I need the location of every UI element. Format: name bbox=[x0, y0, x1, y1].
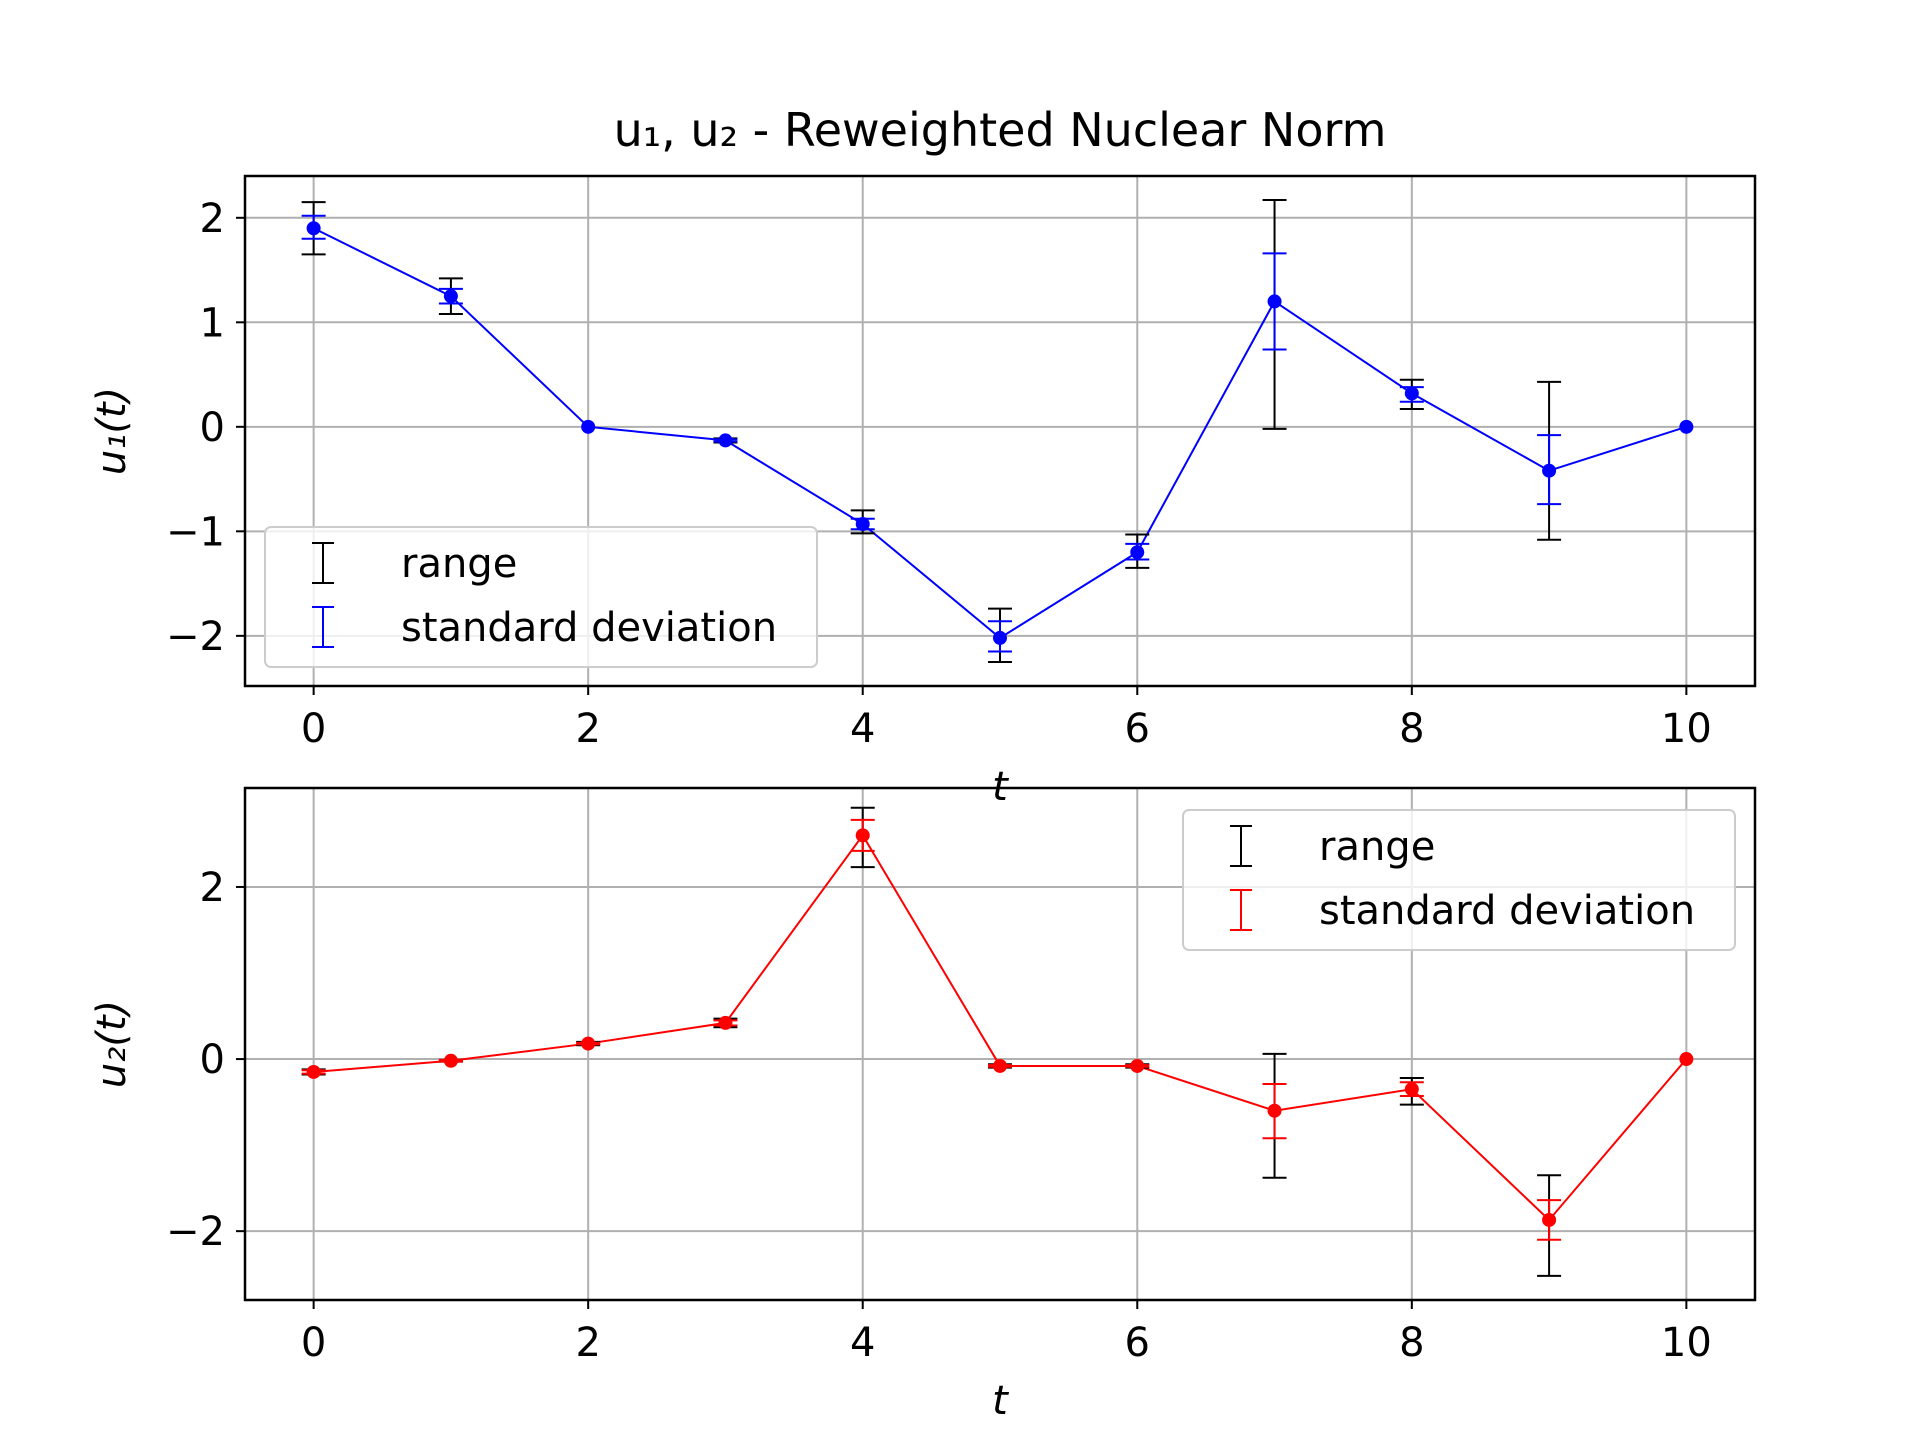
x-tick-label: 0 bbox=[301, 1320, 326, 1366]
data-point bbox=[1542, 463, 1557, 478]
y-axis-label: u₂(t) bbox=[89, 1000, 135, 1088]
data-point bbox=[443, 289, 458, 304]
data-point bbox=[1679, 419, 1694, 434]
y-tick-label: −1 bbox=[166, 509, 225, 555]
x-tick-label: 2 bbox=[575, 706, 600, 752]
data-point bbox=[1267, 294, 1282, 309]
data-point bbox=[1542, 1212, 1557, 1227]
x-tick-label: 2 bbox=[575, 1320, 600, 1366]
data-point bbox=[1130, 1058, 1145, 1073]
data-point bbox=[718, 1015, 733, 1030]
x-tick-label: 6 bbox=[1125, 706, 1150, 752]
data-point bbox=[1130, 545, 1145, 560]
x-tick-label: 0 bbox=[301, 706, 326, 752]
y-tick-label: −2 bbox=[166, 1209, 225, 1255]
legend-box bbox=[1182, 809, 1736, 951]
x-axis-label: t bbox=[992, 1378, 1009, 1424]
x-tick-label: 10 bbox=[1661, 706, 1712, 752]
x-tick-label: 8 bbox=[1399, 706, 1424, 752]
data-point bbox=[581, 419, 596, 434]
x-tick-label: 6 bbox=[1125, 1320, 1150, 1366]
x-tick-label: 4 bbox=[850, 706, 875, 752]
y-tick-label: 2 bbox=[200, 865, 225, 911]
y-axis-label: u₁(t) bbox=[89, 387, 135, 475]
legend-label: range bbox=[401, 541, 517, 587]
legend-label: standard deviation bbox=[401, 605, 777, 651]
chart-title: u₁, u₂ - Reweighted Nuclear Norm bbox=[614, 103, 1387, 157]
data-point bbox=[855, 517, 870, 532]
legend: range standard deviation bbox=[1182, 809, 1736, 951]
data-point bbox=[1404, 386, 1419, 401]
data-point bbox=[993, 1058, 1007, 1073]
y-tick-label: 2 bbox=[200, 196, 225, 242]
x-tick-label: 10 bbox=[1661, 1320, 1712, 1366]
data-point bbox=[443, 1053, 458, 1068]
data-point bbox=[306, 221, 321, 236]
x-tick-label: 8 bbox=[1399, 1320, 1424, 1366]
y-tick-label: 0 bbox=[200, 405, 225, 451]
legend: range standard deviation bbox=[264, 526, 818, 668]
legend-box bbox=[264, 526, 818, 668]
data-point bbox=[306, 1064, 321, 1079]
plot-frame bbox=[243, 174, 1757, 688]
y-tick-label: 1 bbox=[200, 300, 225, 346]
subplot-u2: 0 2 4 6 8 10 −2 0 2 t u₂(t) range standard deviation bbox=[89, 786, 1757, 1424]
data-point bbox=[1679, 1052, 1694, 1067]
y-tick-label: 0 bbox=[200, 1037, 225, 1083]
data-point bbox=[993, 630, 1007, 645]
data-point bbox=[581, 1036, 596, 1051]
data-point bbox=[1267, 1103, 1282, 1118]
data-point bbox=[855, 828, 870, 843]
data-point bbox=[1404, 1082, 1419, 1097]
data-point bbox=[718, 433, 733, 448]
legend-label: standard deviation bbox=[1319, 888, 1695, 934]
y-tick-label: −2 bbox=[166, 614, 225, 660]
x-tick-label: 4 bbox=[850, 1320, 875, 1366]
plot-frame bbox=[243, 786, 1757, 1302]
legend-label: range bbox=[1319, 824, 1435, 870]
